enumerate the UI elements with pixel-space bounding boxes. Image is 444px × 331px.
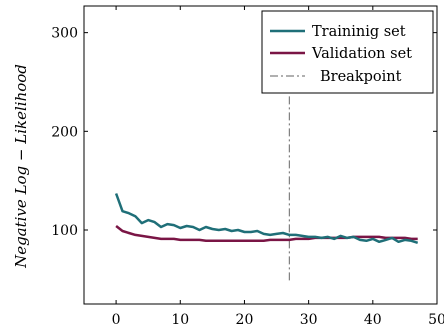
legend-label-training: Traininig set <box>312 24 406 40</box>
plot-frame <box>83 5 438 305</box>
y-tick-label: 300 <box>51 26 78 42</box>
x-tick-label: 10 <box>171 312 189 328</box>
y-tick-label: 100 <box>51 223 78 239</box>
x-tick-label: 40 <box>364 312 382 328</box>
legend-label-breakpoint: Breakpoint <box>320 69 402 85</box>
x-tick-label: 30 <box>300 312 318 328</box>
x-tick-label: 20 <box>236 312 254 328</box>
series-line-validation <box>115 225 418 243</box>
series-line-training <box>114 193 419 244</box>
y-tick-label: 200 <box>51 124 78 140</box>
legend: Traininig set Validation set Breakpoint <box>261 10 434 94</box>
x-tick-label: 50 <box>428 312 444 328</box>
x-tick-label: 0 <box>112 312 121 328</box>
legend-label-validation: Validation set <box>311 46 412 62</box>
y-axis-title: Negative Log − Likelihood <box>12 64 30 269</box>
